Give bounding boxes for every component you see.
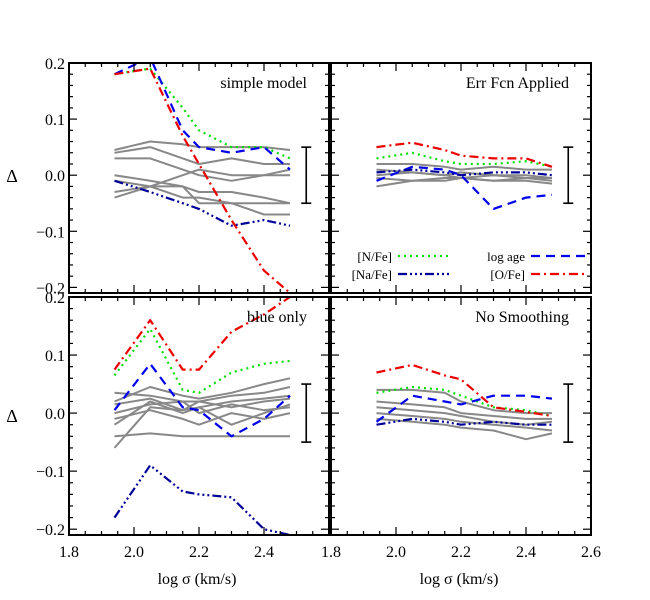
series-line-nafe [376,417,552,426]
error-bar [563,383,574,443]
series-line-other [113,394,291,449]
series-line-other [376,412,553,432]
x-tick-label: 1.8 [59,544,79,561]
series-line-other [114,146,290,165]
series-group [375,363,553,441]
x-tick-label: 2.6 [581,544,601,561]
series-line-nafe [376,168,553,177]
series-line-nafe [114,179,291,227]
series-line-other [114,377,291,403]
series-line-nfe [114,67,291,160]
series-line-age [376,165,553,210]
panel-title: No Smoothing [475,309,569,326]
x-tick-label: 2.2 [451,544,471,561]
legend: [N/Fe] log age [Na/Fe] [O/Fe] [352,249,585,282]
panel-frame [68,296,330,536]
panel-1: −0.2 −0.1 0.0 0.1 0.2 simple model [36,56,330,297]
legend-label: [O/Fe] [490,267,525,282]
series-line-other [376,406,553,426]
panel-3: −0.2 −0.1 0.0 0.1 0.2 1.8 2.0 2.2 2.4 blue only [36,290,330,561]
panel-title: simple model [220,75,307,92]
series-line-other [376,171,552,179]
series-line-nfe [113,327,291,394]
x-tick-label: 1.8 [321,544,341,561]
y-tick-label: 0.1 [45,112,65,129]
x-tick-label: 2.2 [189,544,209,561]
series-line-other [114,432,290,438]
series-line-other [376,417,553,441]
legend-label: [Na/Fe] [352,267,392,282]
series-line-nafe [113,464,291,535]
y-axis-label-top: Δ [6,166,18,186]
legend-label: [N/Fe] [357,249,392,264]
panel-title: blue only [247,309,307,326]
panel-4: 1.8 2.0 2.2 2.4 2.6 No Smoothing [321,296,601,561]
series-line-other [114,400,291,415]
x-tick-label: 2.0 [124,544,144,561]
series-group [113,297,291,535]
series-line-nfe [376,385,553,418]
y-tick-label: −0.1 [36,224,65,241]
legend-label: log age [487,249,525,264]
panel-2: Err Fcn Applied [330,62,592,294]
series-line-age [375,394,553,423]
series-line-ofe [113,297,291,371]
series-line-nfe [376,151,553,168]
series-group [376,141,553,210]
y-tick-label: −0.2 [36,522,65,539]
series-group [114,63,291,293]
x-axis-label-right: log σ (km/s) [420,571,499,588]
y-tick-label: −0.1 [36,464,65,481]
x-tick-label: 2.4 [516,544,536,561]
series-line-other [114,179,290,216]
series-line-other [114,174,291,205]
y-tick-label: 0.1 [45,348,65,365]
series-line-other [114,397,291,412]
y-tick-label: 0.2 [45,290,65,307]
series-line-other [376,388,552,415]
ticks [68,296,330,535]
ticks [330,296,592,535]
series-line-other [114,409,291,426]
x-tick-label: 2.0 [386,544,406,561]
series-line-other [376,400,552,420]
x-tick-label: 2.4 [254,544,274,561]
error-bar [301,146,312,205]
error-bar [301,383,312,443]
error-bar [563,146,574,205]
y-tick-label: 0.0 [45,168,65,185]
series-line-other [376,163,552,171]
panel-title: Err Fcn Applied [466,75,569,92]
ticks [330,62,592,293]
panel-frame [68,62,330,294]
y-axis-label-bottom: Δ [6,406,18,426]
ticks [68,62,330,293]
y-tick-label: 0.2 [45,56,65,73]
y-tick-label: −0.2 [36,280,65,297]
y-tick-label: 0.0 [45,406,65,423]
series-line-ofe [114,67,291,293]
x-axis-label-left: log σ (km/s) [158,571,237,588]
plot-area: −0.2 −0.1 0.0 0.1 0.2 simple model Err Fcn App… [36,56,601,561]
series-line-age [114,63,291,171]
